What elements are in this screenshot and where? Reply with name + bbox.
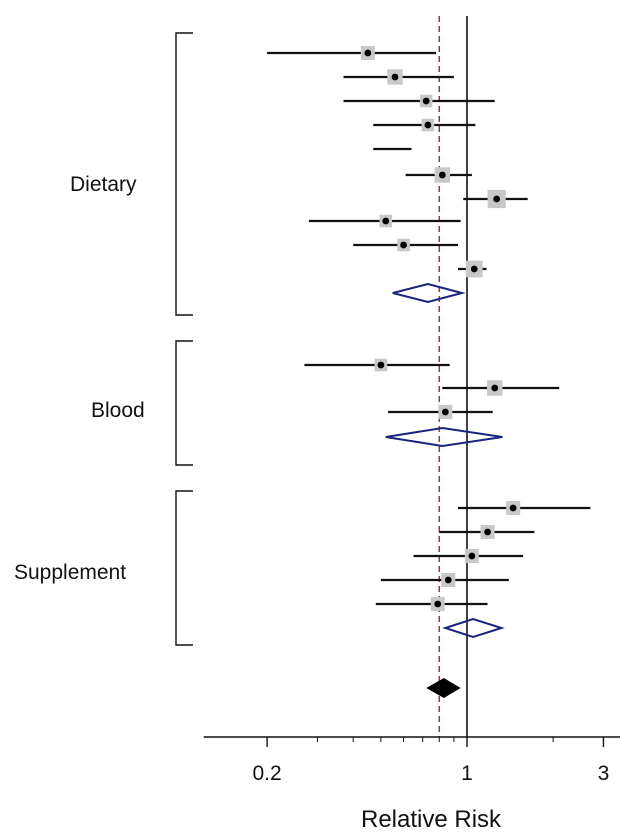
group-label-blood: Blood — [91, 399, 145, 422]
point-estimate — [424, 121, 432, 129]
x-tick-label: 3 — [597, 762, 610, 785]
point-estimate — [444, 576, 452, 584]
point-estimate — [434, 600, 442, 608]
point-estimate — [509, 504, 517, 512]
point-estimate — [377, 361, 385, 369]
point-estimate — [441, 408, 449, 416]
point-estimate — [468, 552, 476, 560]
point-estimate — [470, 265, 478, 273]
group-label-supplement: Supplement — [14, 561, 127, 584]
group-bracket-1 — [175, 340, 193, 466]
point-estimate — [364, 49, 372, 57]
overall-pooled-diamond — [426, 678, 461, 698]
x-axis-title: Relative Risk — [361, 806, 502, 833]
point-estimate — [400, 241, 407, 249]
point-estimate — [382, 217, 390, 225]
point-estimate — [391, 73, 399, 81]
subgroup-pooled-diamond — [392, 282, 466, 304]
subgroup-pooled-diamond — [385, 426, 503, 448]
point-estimate — [491, 384, 499, 392]
point-estimate — [493, 195, 501, 203]
group-bracket-2 — [175, 490, 193, 646]
point-estimate — [422, 97, 430, 105]
group-label-dietary: Dietary — [70, 173, 137, 196]
point-estimate — [484, 528, 491, 536]
subgroup-pooled-diamond — [442, 617, 505, 639]
point-estimate — [438, 171, 446, 179]
x-tick-label: 1 — [461, 762, 473, 785]
x-tick-label: 0.2 — [252, 762, 282, 785]
group-bracket-0 — [175, 32, 193, 316]
